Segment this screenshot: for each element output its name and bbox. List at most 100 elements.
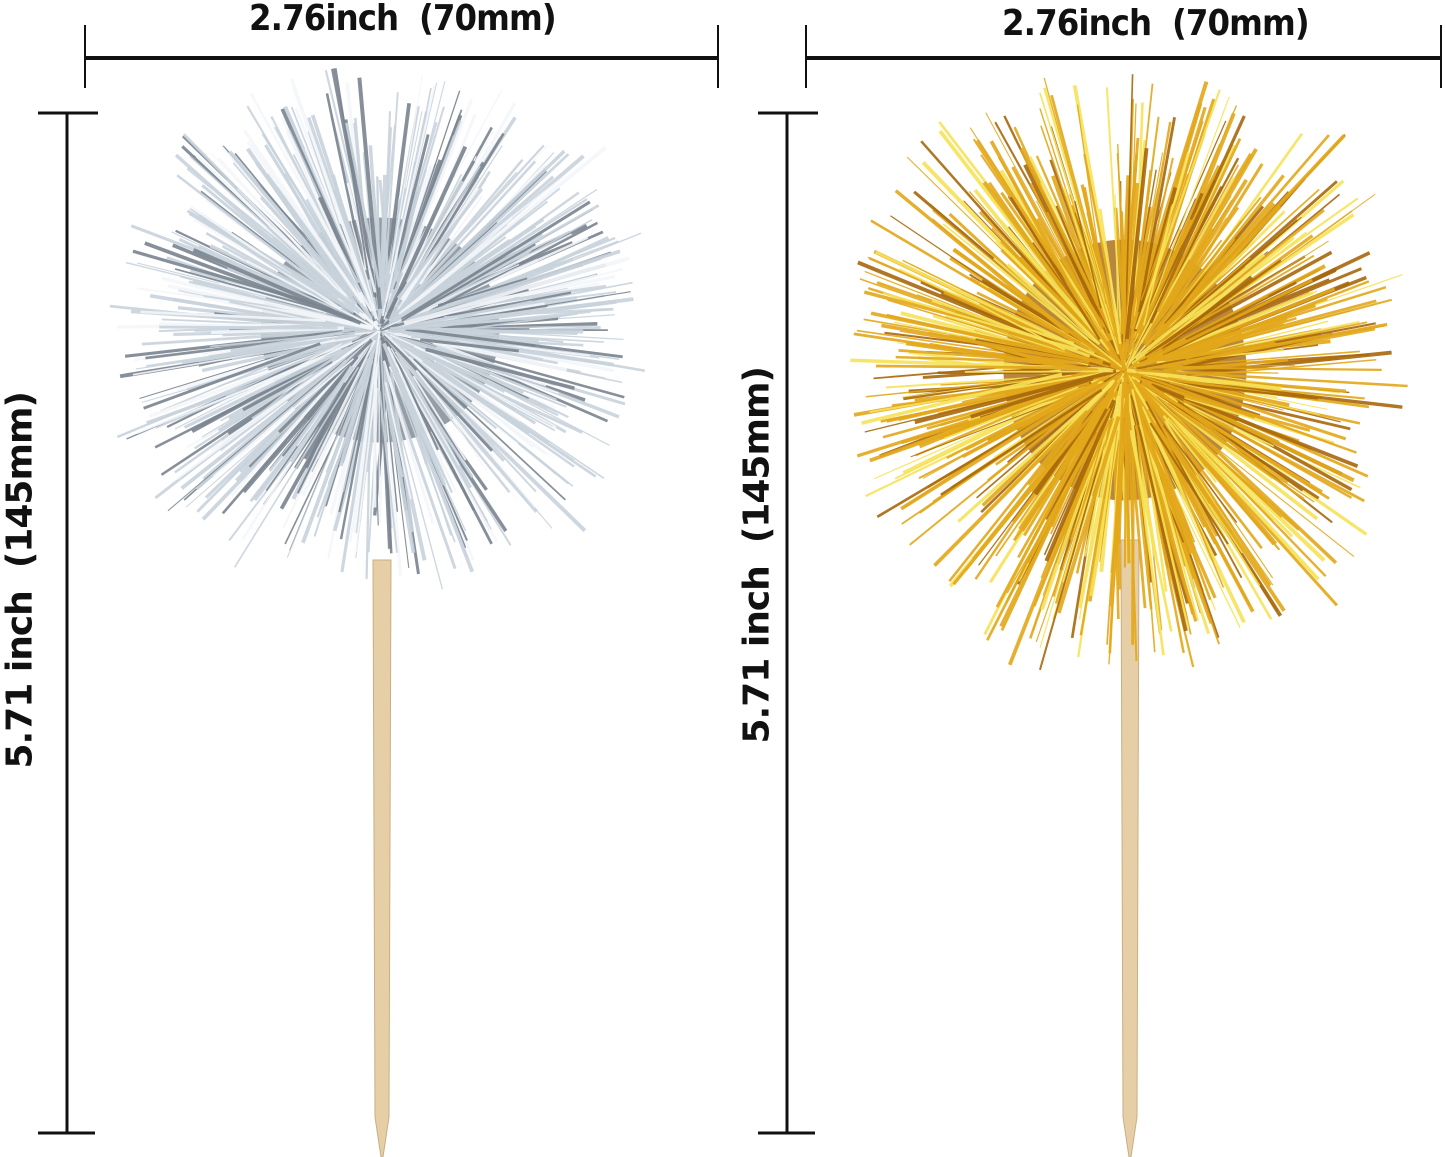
tinsel-strand: [405, 327, 623, 359]
tinsel-strand: [964, 370, 1114, 373]
tinsel-strand: [174, 153, 339, 301]
tinsel-strand: [189, 205, 342, 310]
tinsel-strand: [201, 335, 356, 373]
tinsel-strand: [869, 369, 1119, 413]
tinsel-strand: [1149, 422, 1229, 545]
tinsel-strand: [869, 380, 1090, 463]
tinsel-strand: [193, 338, 365, 450]
tinsel-strand: [286, 348, 374, 558]
tinsel-strand: [1187, 383, 1318, 400]
tinsel-strand: [1131, 389, 1190, 629]
tinsel-strand: [1154, 188, 1320, 338]
tinsel-strand: [420, 338, 519, 353]
tinsel-strand: [1036, 200, 1103, 330]
tinsel-strand: [136, 350, 343, 435]
tinsel-strand: [289, 365, 354, 464]
tinsel-strand: [431, 349, 525, 395]
silver-tinsel-pompom: [109, 68, 645, 590]
tinsel-strand: [1033, 418, 1111, 607]
tinsel-strand: [221, 356, 359, 515]
tinsel-strand: [870, 311, 1104, 364]
tinsel-strand: [1134, 278, 1313, 369]
tinsel-strand: [993, 257, 1089, 341]
tinsel-strand: [1128, 177, 1235, 365]
tinsel-strand: [1143, 429, 1241, 628]
tinsel-strand: [1098, 208, 1122, 344]
tinsel-strand: [411, 300, 533, 327]
tinsel-strand: [1185, 281, 1297, 341]
tinsel-strand: [931, 298, 1091, 358]
tinsel-strand: [909, 373, 1121, 546]
tinsel-strand: [1183, 402, 1275, 448]
tinsel-strand: [942, 223, 1123, 368]
tinsel-strand: [1154, 392, 1338, 565]
tinsel-strand: [222, 327, 373, 337]
tinsel-strand: [426, 369, 498, 430]
tinsel-strand: [1046, 211, 1100, 323]
tinsel-strand: [1126, 368, 1282, 391]
tinsel-strand: [1056, 415, 1121, 614]
tinsel-strand: [401, 386, 452, 536]
tinsel-strand: [334, 68, 370, 280]
tinsel-strand: [384, 381, 412, 500]
tinsel-strand: [1167, 402, 1305, 501]
tinsel-strand: [1138, 423, 1217, 599]
tinsel-strand: [385, 334, 574, 487]
tinsel-strand: [1184, 384, 1347, 441]
tinsel-strand: [384, 333, 508, 452]
tinsel-strand: [1146, 287, 1336, 366]
tinsel-strand: [1130, 394, 1188, 632]
gold-tinsel-pompom: [850, 74, 1408, 671]
tinsel-strand: [1138, 117, 1176, 313]
tinsel-strand: [338, 337, 381, 513]
tinsel-strand: [1127, 161, 1164, 359]
tinsel-strand: [161, 276, 373, 330]
tinsel-strand: [1131, 374, 1319, 521]
tinsel-strand: [1183, 371, 1279, 374]
tinsel-strand: [391, 336, 597, 478]
height-dimension-line-gold: [758, 111, 818, 1135]
tinsel-strand: [176, 174, 333, 296]
tinsel-strand: [396, 249, 621, 325]
tinsel-strand: [1130, 389, 1193, 555]
tinsel-strand: [1019, 147, 1116, 338]
tinsel-strand: [413, 358, 566, 501]
tinsel-strand: [970, 376, 1094, 419]
tinsel-strand: [173, 343, 343, 432]
tinsel-strand: [431, 327, 578, 336]
tinsel-strand: [1123, 411, 1128, 568]
tinsel-strand: [1167, 417, 1317, 579]
tinsel-strand: [905, 341, 1099, 373]
tinsel-strand: [1155, 220, 1243, 332]
tinsel-strand: [943, 386, 1079, 440]
tinsel-strand: [1186, 350, 1392, 376]
tinsel-strand: [870, 219, 1090, 351]
tinsel-strand: [143, 342, 321, 410]
tinsel-strand: [1153, 422, 1233, 534]
tinsel-strand: [1162, 322, 1388, 368]
tinsel-strand: [401, 188, 598, 319]
tinsel-strand: [381, 85, 436, 317]
tinsel-strand: [397, 325, 592, 330]
tinsel-strand: [390, 347, 460, 466]
tinsel-strand: [345, 122, 381, 288]
tinsel-strand: [209, 329, 378, 348]
tinsel-strand: [875, 364, 1088, 370]
tinsel-strand: [995, 406, 1080, 466]
tinsel-strand: [985, 112, 1126, 370]
tinsel-strand: [403, 256, 630, 326]
tinsel-strand: [393, 90, 461, 290]
tinsel-strand: [1151, 133, 1346, 341]
tinsel-strand: [1183, 394, 1311, 432]
tinsel-strand: [1146, 433, 1199, 621]
tinsel-strand: [174, 268, 334, 314]
tinsel-strand: [976, 291, 1081, 345]
tinsel-strand: [393, 198, 401, 277]
tinsel-strand: [1145, 195, 1232, 335]
tinsel-strand: [1062, 417, 1111, 583]
tinsel-strand: [1035, 418, 1115, 643]
tinsel-strand: [386, 346, 457, 492]
tinsel-strand: [231, 332, 356, 361]
